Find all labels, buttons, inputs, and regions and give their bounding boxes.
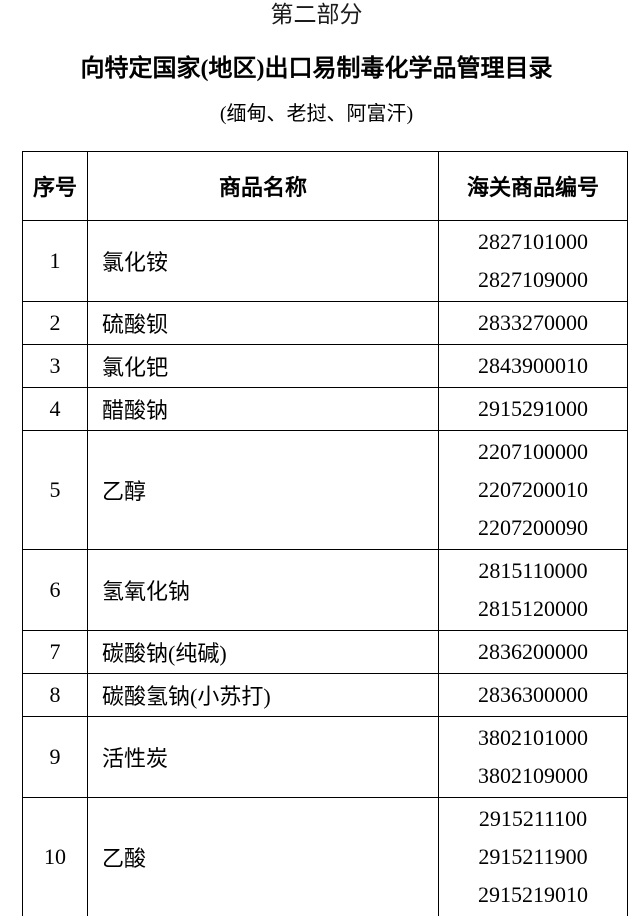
row-customs-codes: 2836300000: [438, 673, 628, 718]
customs-code: 3802109000: [478, 763, 588, 789]
header-serial-number: 序号: [22, 151, 88, 222]
row-customs-codes: 2843900010: [438, 344, 628, 389]
row-serial-number: 5: [22, 430, 88, 551]
row-customs-codes: 2815110000 2815120000: [438, 549, 628, 632]
row-customs-codes: 2833270000: [438, 301, 628, 346]
row-serial-number: 1: [22, 220, 88, 303]
customs-code: 2836200000: [478, 639, 588, 665]
row-product-name: 氯化钯: [87, 344, 439, 389]
customs-code: 2836300000: [478, 682, 588, 708]
customs-code: 2207200010: [478, 477, 588, 503]
customs-code: 2915211100: [478, 806, 588, 832]
row-serial-number: 6: [22, 549, 88, 632]
table-row: 3 氯化钯 2843900010: [22, 344, 628, 389]
row-product-name: 硫酸钡: [87, 301, 439, 346]
row-serial-number: 3: [22, 344, 88, 389]
row-product-name: 乙酸: [87, 797, 439, 916]
row-product-name: 碳酸钠(纯碱): [87, 630, 439, 675]
table-row: 6 氢氧化钠 2815110000 2815120000: [22, 549, 628, 632]
customs-code: 2207100000: [478, 439, 588, 465]
customs-code: 2843900010: [478, 353, 588, 379]
section-label: 第二部分: [270, 1, 363, 27]
table-row: 5 乙醇 2207100000 2207200010 2207200090: [22, 430, 628, 551]
row-serial-number: 2: [22, 301, 88, 346]
row-serial-number: 10: [22, 797, 88, 916]
row-customs-codes: 2827101000 2827109000: [438, 220, 628, 303]
row-serial-number: 4: [22, 387, 88, 432]
table-row: 4 醋酸钠 2915291000: [22, 387, 628, 432]
header-customs-code: 海关商品编号: [438, 151, 628, 222]
row-serial-number: 8: [22, 673, 88, 718]
table-row: 2 硫酸钡 2833270000: [22, 301, 628, 346]
table-row: 9 活性炭 3802101000 3802109000: [22, 716, 628, 799]
customs-code: 2815120000: [478, 596, 588, 622]
customs-code: 2827101000: [478, 229, 588, 255]
row-serial-number: 9: [22, 716, 88, 799]
table-row: 10 乙酸 2915211100 2915211900 2915219010: [22, 797, 628, 916]
row-product-name: 活性炭: [87, 716, 439, 799]
header-product-name: 商品名称: [87, 151, 439, 222]
customs-code: 2207200090: [478, 515, 588, 541]
row-product-name: 氢氧化钠: [87, 549, 439, 632]
customs-code: 2915219010: [478, 882, 588, 908]
customs-code: 2815110000: [478, 558, 588, 584]
customs-code: 2915211900: [478, 844, 588, 870]
table-header-row: 序号 商品名称 海关商品编号: [22, 151, 628, 222]
row-customs-codes: 2915291000: [438, 387, 628, 432]
customs-code: 2827109000: [478, 267, 588, 293]
row-product-name: 醋酸钠: [87, 387, 439, 432]
table-row: 7 碳酸钠(纯碱) 2836200000: [22, 630, 628, 675]
row-customs-codes: 3802101000 3802109000: [438, 716, 628, 799]
page-title: 向特定国家(地区)出口易制毒化学品管理目录: [80, 56, 553, 83]
catalog-table: 序号 商品名称 海关商品编号 1 氯化铵 2827101000 282710900…: [22, 151, 628, 916]
customs-code: 2915291000: [478, 396, 588, 422]
page-subtitle: (缅甸、老挝、阿富汗): [219, 103, 414, 126]
row-product-name: 乙醇: [87, 430, 439, 551]
row-customs-codes: 2836200000: [438, 630, 628, 675]
table-row: 8 碳酸氢钠(小苏打) 2836300000: [22, 673, 628, 718]
row-customs-codes: 2915211100 2915211900 2915219010: [438, 797, 628, 916]
table-row: 1 氯化铵 2827101000 2827109000: [22, 220, 628, 303]
customs-code: 2833270000: [478, 310, 588, 336]
row-product-name: 碳酸氢钠(小苏打): [87, 673, 439, 718]
row-product-name: 氯化铵: [87, 220, 439, 303]
row-serial-number: 7: [22, 630, 88, 675]
row-customs-codes: 2207100000 2207200010 2207200090: [438, 430, 628, 551]
customs-code: 3802101000: [478, 725, 588, 751]
